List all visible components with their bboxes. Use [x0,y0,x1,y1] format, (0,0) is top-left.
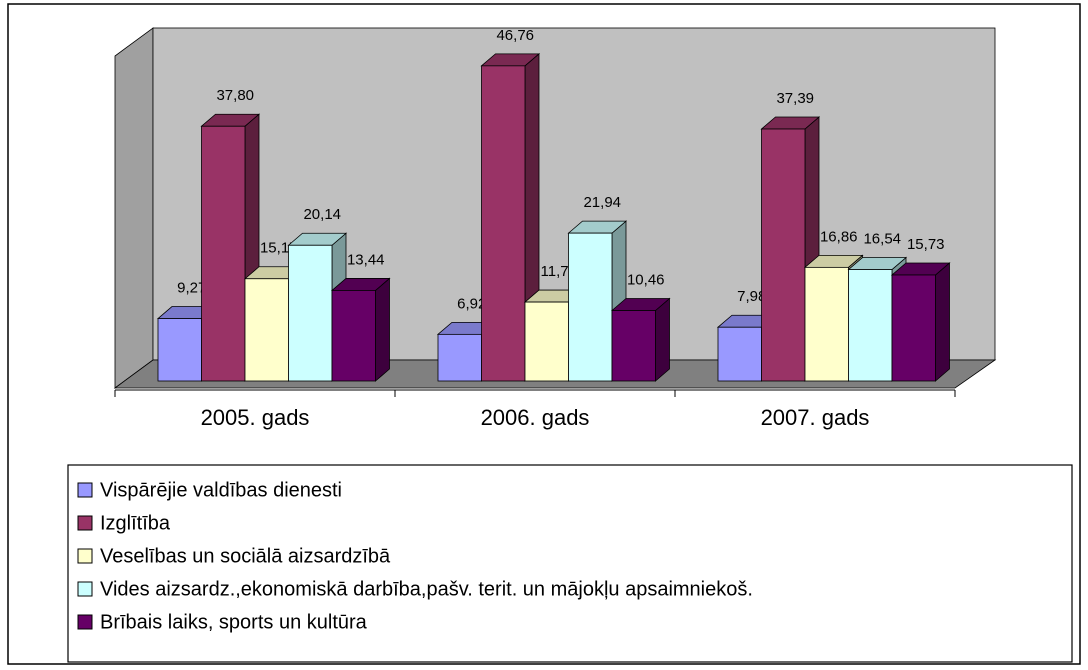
bar [437,333,482,382]
data-label: 46,76 [496,27,534,44]
bar [804,266,849,382]
bar [481,65,526,382]
legend-label: Izglītība [100,512,171,534]
data-label: 16,54 [863,230,901,247]
bar [848,269,893,382]
bar [201,125,246,382]
legend-swatch [77,482,93,498]
bar-side [935,262,950,382]
legend-label: Veselības un sociālā aizsardzībā [100,545,391,567]
bar-side [655,297,670,382]
legend-swatch [77,515,93,531]
bar [288,244,333,382]
side-wall [114,27,154,389]
data-label: 6,92 [457,295,486,312]
legend [67,464,1073,663]
data-label: 16,86 [820,228,858,245]
bar [331,290,376,382]
bar [157,318,202,382]
bar [244,278,289,382]
data-label: 11,71 [541,263,577,280]
data-label: 37,39 [776,90,814,107]
data-label: 10,46 [627,271,665,288]
legend-swatch [77,548,93,564]
data-label: 37,80 [216,87,254,104]
bar [524,301,569,382]
x-tick-label: 2006. gads [481,405,590,430]
data-label: 7,98 [737,288,766,305]
legend-label: Vides aizsardz.,ekonomiskā darbība,pašv.… [100,578,753,600]
legend-swatch [77,614,93,630]
x-tick-label: 2005. gads [201,405,310,430]
bar [611,310,656,382]
data-label: 13,44 [347,251,385,268]
legend-label: Vispārējie valdības dienesti [100,479,342,501]
bar [891,274,936,382]
bar-side [375,277,390,382]
bar [761,128,806,382]
legend-swatch [77,581,93,597]
x-tick-label: 2007. gads [761,405,870,430]
data-label: 9,27 [177,279,206,296]
bar [717,326,762,382]
bar [568,232,613,382]
legend-label: Brībais laiks, sports un kultūra [100,611,368,633]
data-label: 21,94 [583,194,621,211]
data-label: 20,14 [303,206,341,223]
data-label: 15,73 [907,236,945,253]
